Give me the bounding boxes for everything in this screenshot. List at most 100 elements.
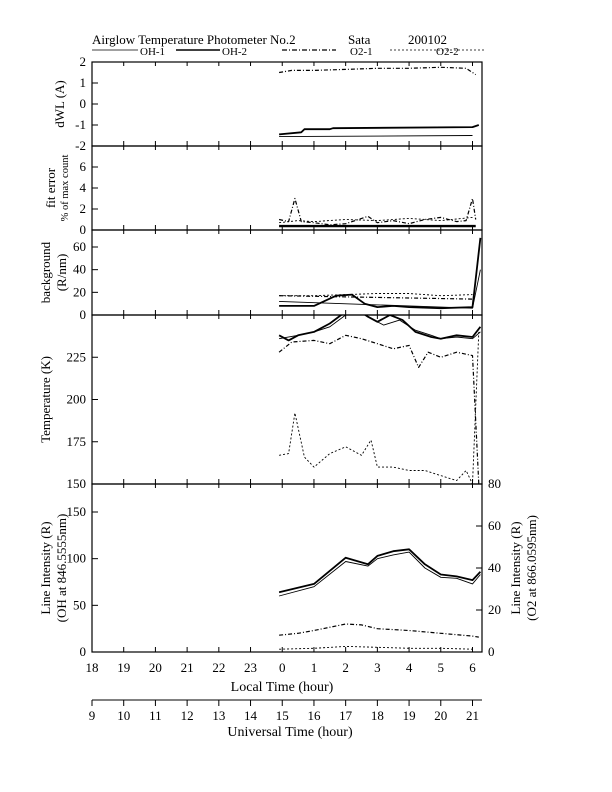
y-tick-label-right: 20 — [488, 602, 501, 617]
local-time-tick-label: 23 — [244, 660, 257, 675]
local-time-tick-label: 0 — [279, 660, 286, 675]
y-tick-label: 0 — [80, 222, 87, 237]
legend: OH-1 OH-2 O2-1 O2-2 — [92, 46, 484, 58]
y-tick-label: 2 — [80, 201, 87, 216]
local-time-tick-label: 20 — [149, 660, 162, 675]
series-o22 — [279, 645, 473, 650]
local-time-axis-label: Local Time (hour) — [231, 680, 334, 695]
y-tick-label: 150 — [67, 504, 87, 519]
local-time-tick-label: 19 — [117, 660, 130, 675]
local-time-tick-label: 6 — [469, 660, 476, 675]
y-axis-label: Line Intensity (R) — [38, 521, 53, 614]
figure-header: Airglow Temperature Photometer No.2 Sata… — [92, 32, 447, 47]
y-tick-label: 1 — [80, 75, 87, 90]
y-tick-label: -2 — [75, 138, 86, 153]
panel-dwl: 2 1 0 -1 -2 dWL (A) — [52, 54, 483, 153]
y-tick-label-right: 40 — [488, 560, 501, 575]
y-tick-label: 2 — [80, 54, 87, 69]
panel-frame — [91, 229, 483, 316]
panel-frame — [91, 145, 483, 231]
y-tick-label: 60 — [73, 239, 86, 254]
local-time-tick-label: 2 — [342, 660, 349, 675]
ut-tick-label: 10 — [117, 708, 130, 723]
legend-label-o22: O2-2 — [436, 46, 459, 58]
y-axis-label-2: (R/nm) — [54, 254, 69, 292]
y-tick-label: 200 — [67, 392, 87, 407]
local-time-tick-label: 22 — [212, 660, 225, 675]
series-oh2 — [278, 315, 482, 342]
y-axis-label: fit error — [43, 167, 58, 208]
y-tick-label: 0 — [80, 307, 87, 322]
series-o21 — [278, 197, 477, 226]
local-time-tick-label: 1 — [311, 660, 318, 675]
y-axis-label-right-2: (O2 at 866.0595nm) — [524, 515, 539, 621]
ut-axis-label: Universal Time (hour) — [227, 725, 353, 740]
ut-tick-label: 13 — [212, 708, 225, 723]
series-oh1 — [279, 269, 481, 309]
y-axis-label-2: % of max count — [60, 155, 71, 222]
local-time-tick-label: 5 — [438, 660, 445, 675]
y-tick-label: 50 — [73, 597, 86, 612]
y-axis-label-2: (OH at 846.5555nm) — [54, 514, 69, 623]
panel-temperature: 225 200 175 150 Temperature (K) — [38, 314, 483, 491]
series-oh1 — [278, 551, 481, 597]
series-oh1 — [279, 315, 481, 340]
series-oh2 — [278, 548, 482, 594]
y-tick-label-right: 60 — [488, 518, 501, 533]
series-o22 — [279, 331, 480, 484]
y-tick-label: 6 — [80, 159, 87, 174]
ut-axis: 9 10 11 12 13 14 15 16 17 18 19 20 21 — [89, 700, 479, 723]
series-o22 — [279, 216, 473, 224]
series-oh1 — [279, 135, 473, 138]
figure-title: Airglow Temperature Photometer No.2 — [92, 32, 296, 47]
y-axis-label-right: Line Intensity (R) — [508, 521, 523, 614]
ut-tick-label: 12 — [181, 708, 194, 723]
y-axis-label: dWL (A) — [52, 80, 67, 128]
y-tick-label-right: 0 — [488, 644, 495, 659]
date-code: 200102 — [408, 32, 447, 47]
ut-tick-label: 14 — [244, 708, 258, 723]
y-tick-label: 225 — [67, 349, 87, 364]
series-o21 — [279, 66, 477, 76]
site-name: Sata — [348, 32, 371, 47]
local-time-tick-label: 4 — [406, 660, 413, 675]
y-axis-label: Temperature (K) — [38, 356, 53, 443]
ut-tick-label: 21 — [466, 708, 479, 723]
local-time-tick-label: 21 — [181, 660, 194, 675]
y-axis-label: background — [38, 241, 53, 303]
ut-tick-label: 20 — [434, 708, 447, 723]
y-tick-label: 175 — [67, 434, 87, 449]
ut-tick-label: 16 — [307, 708, 321, 723]
y-tick-label-right: 80 — [488, 476, 501, 491]
y-tick-label: 20 — [73, 284, 86, 299]
local-time-tick-label: 3 — [374, 660, 381, 675]
series-o21 — [278, 334, 480, 484]
series-o21 — [279, 295, 473, 300]
legend-label-oh2: OH-2 — [222, 46, 247, 58]
series-oh2 — [279, 124, 480, 136]
series-o21 — [279, 623, 479, 638]
series-oh2 — [279, 237, 482, 310]
y-tick-label: 0 — [80, 644, 87, 659]
panel-background: 60 40 20 0 background (R/nm) — [38, 229, 483, 322]
y-tick-label: 40 — [73, 262, 86, 277]
legend-label-oh1: OH-1 — [140, 46, 165, 58]
y-tick-label: 0 — [80, 96, 87, 111]
y-tick-label: 4 — [80, 180, 87, 195]
y-tick-label: -1 — [75, 117, 86, 132]
ut-tick-label: 19 — [403, 708, 416, 723]
panel-fit_error: 6 4 2 0 fit error% of max count — [43, 145, 483, 237]
ut-tick-label: 17 — [339, 708, 353, 723]
ut-tick-label: 11 — [149, 708, 162, 723]
y-tick-label: 100 — [67, 551, 87, 566]
legend-label-o21: O2-1 — [350, 46, 373, 58]
local-time-tick-label: 18 — [86, 660, 99, 675]
ut-tick-label: 9 — [89, 708, 96, 723]
y-tick-label: 150 — [67, 476, 87, 491]
panel-frame — [91, 483, 483, 653]
ut-tick-label: 18 — [371, 708, 384, 723]
series-o22 — [279, 293, 473, 297]
ut-tick-label: 15 — [276, 708, 289, 723]
